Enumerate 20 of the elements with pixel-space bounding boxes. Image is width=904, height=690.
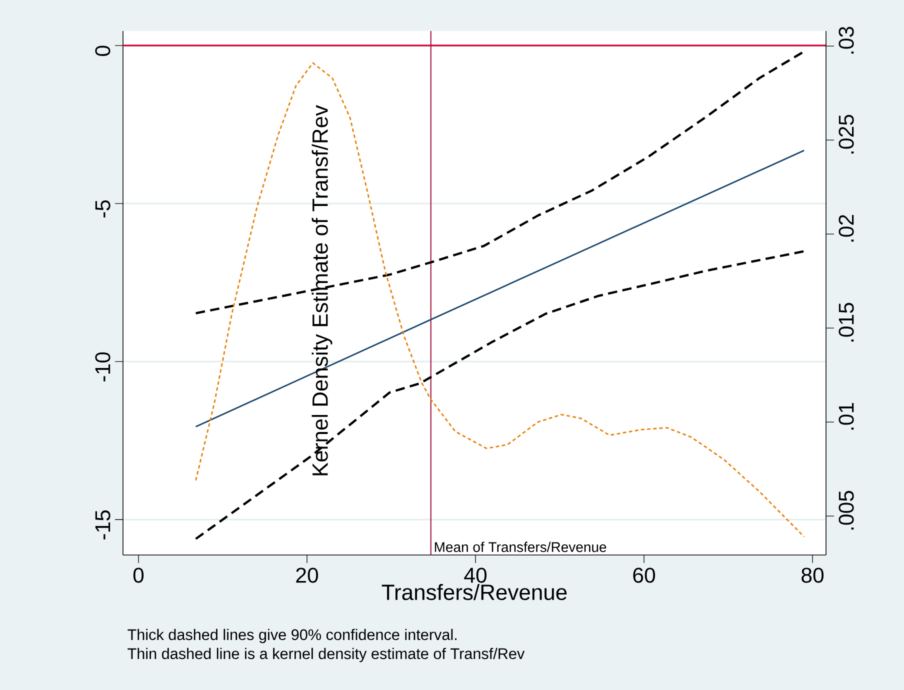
y2-tick-label: .03: [838, 26, 854, 54]
annotation: Kernel Density Estimate of Transf/Rev: [312, 105, 332, 476]
text: Thin dashed line is a kernel density estimate of Transf/Rev: [128, 648, 525, 662]
x-tick-label: 60: [633, 568, 656, 583]
ref-line-label: Mean of Transfers/Revenue: [434, 542, 606, 552]
y2-tick-label: .01: [838, 402, 854, 430]
y-tick-label: -5: [95, 200, 110, 218]
y2-tick-label: .015: [838, 302, 854, 342]
y2-tick-label: .005: [838, 490, 854, 530]
x-tick-label: 80: [802, 568, 824, 583]
y2-tick-label: .02: [838, 214, 854, 242]
x-tick-label: 0: [133, 568, 144, 583]
y-tick-label: -10: [95, 352, 110, 382]
x-tick-label: 40: [464, 568, 487, 583]
y2-tick-label: .025: [838, 114, 854, 154]
text: Thick dashed lines give 90% confidence interval.: [128, 628, 456, 644]
x-axis-title: Transfers/Revenue: [382, 584, 567, 600]
y-tick-label: -15: [95, 510, 110, 540]
x-tick-label: 20: [296, 568, 318, 583]
y-tick-label: 0: [95, 46, 110, 56]
